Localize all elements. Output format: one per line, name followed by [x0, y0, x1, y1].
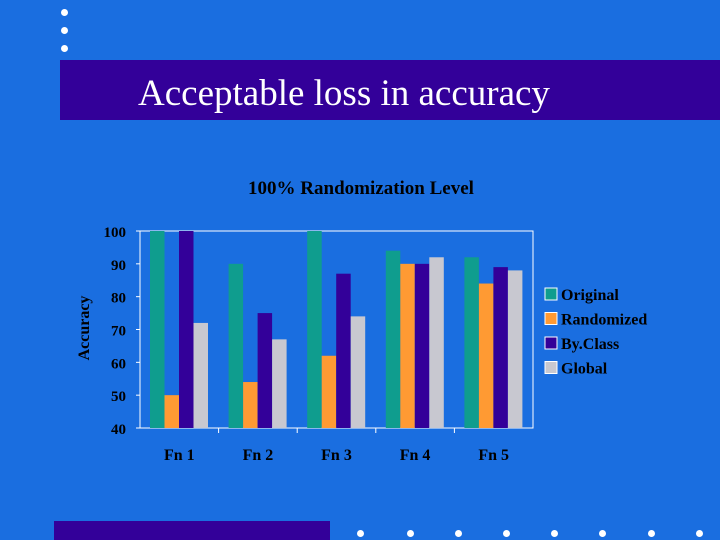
slide-title: Acceptable loss in accuracy — [138, 73, 550, 114]
y-tick-label: 70 — [111, 324, 126, 340]
bullet-dot — [551, 530, 558, 537]
legend-swatch — [544, 312, 558, 325]
bar-original-fn5 — [464, 257, 479, 428]
bar-global-fn5 — [507, 270, 523, 428]
bar-original-fn2 — [228, 263, 244, 428]
x-tick-label: Fn 4 — [400, 447, 431, 464]
bar-byclass-fn1 — [179, 231, 194, 428]
bullet-dot — [696, 530, 703, 537]
bar-series-group — [150, 231, 523, 428]
bar-global-fn4 — [429, 257, 444, 428]
bar-randomized-fn2 — [243, 382, 258, 428]
chart-title: 100% Randomization Level — [248, 178, 474, 199]
y-tick-label: 90 — [111, 258, 126, 274]
bar-byclass-fn2 — [257, 313, 273, 428]
bullet-dot — [648, 530, 655, 537]
bar-randomized-fn5 — [478, 283, 494, 428]
y-tick-label: 100 — [104, 225, 127, 241]
x-tick-label: Fn 3 — [321, 447, 352, 464]
x-tick-label: Fn 2 — [243, 447, 274, 464]
x-axis-labels: Fn 1 Fn 2 Fn 3 Fn 4 Fn 5 — [164, 428, 509, 464]
bar-byclass-fn3 — [336, 273, 351, 428]
legend-swatch — [544, 287, 558, 301]
bar-original-fn1 — [150, 231, 165, 428]
bullet-dot — [599, 530, 606, 537]
bullet-dot — [455, 530, 462, 537]
bar-global-fn2 — [272, 339, 287, 428]
bar-original-fn4 — [385, 250, 401, 428]
bar-randomized-fn3 — [321, 355, 337, 428]
bullet-dot — [407, 530, 414, 537]
bullet-dot — [357, 530, 364, 537]
title-band — [60, 60, 720, 120]
bullet-dot — [61, 9, 68, 16]
y-axis-label: Accuracy — [76, 296, 93, 361]
legend-swatch — [544, 336, 558, 350]
bullet-dot — [503, 530, 510, 537]
bar-global-fn3 — [350, 316, 366, 428]
bar-global-fn1 — [193, 322, 208, 428]
y-tick-label: 50 — [111, 389, 126, 405]
legend-label: Global — [561, 361, 608, 378]
y-tick-label: 40 — [111, 422, 126, 438]
chart-legend: Original Randomized By.Class Global — [544, 287, 647, 378]
bottom-band — [54, 521, 330, 540]
legend-label: Randomized — [561, 312, 647, 329]
x-tick-label: Fn 1 — [164, 447, 195, 464]
y-tick-label: 80 — [111, 291, 126, 307]
y-tick-label: 60 — [111, 356, 126, 372]
legend-label: By.Class — [561, 336, 619, 353]
bar-byclass-fn5 — [493, 267, 508, 428]
y-axis-ticks: 40 50 60 70 80 90 100 — [104, 225, 140, 438]
bar-byclass-fn4 — [414, 263, 430, 428]
bullet-dot — [61, 45, 68, 52]
bar-randomized-fn4 — [400, 263, 415, 428]
bar-randomized-fn1 — [164, 395, 179, 428]
legend-label: Original — [561, 287, 619, 304]
bullet-dot — [61, 27, 68, 34]
bar-original-fn3 — [307, 231, 322, 428]
x-tick-label: Fn 5 — [478, 447, 509, 464]
legend-swatch — [544, 361, 558, 374]
